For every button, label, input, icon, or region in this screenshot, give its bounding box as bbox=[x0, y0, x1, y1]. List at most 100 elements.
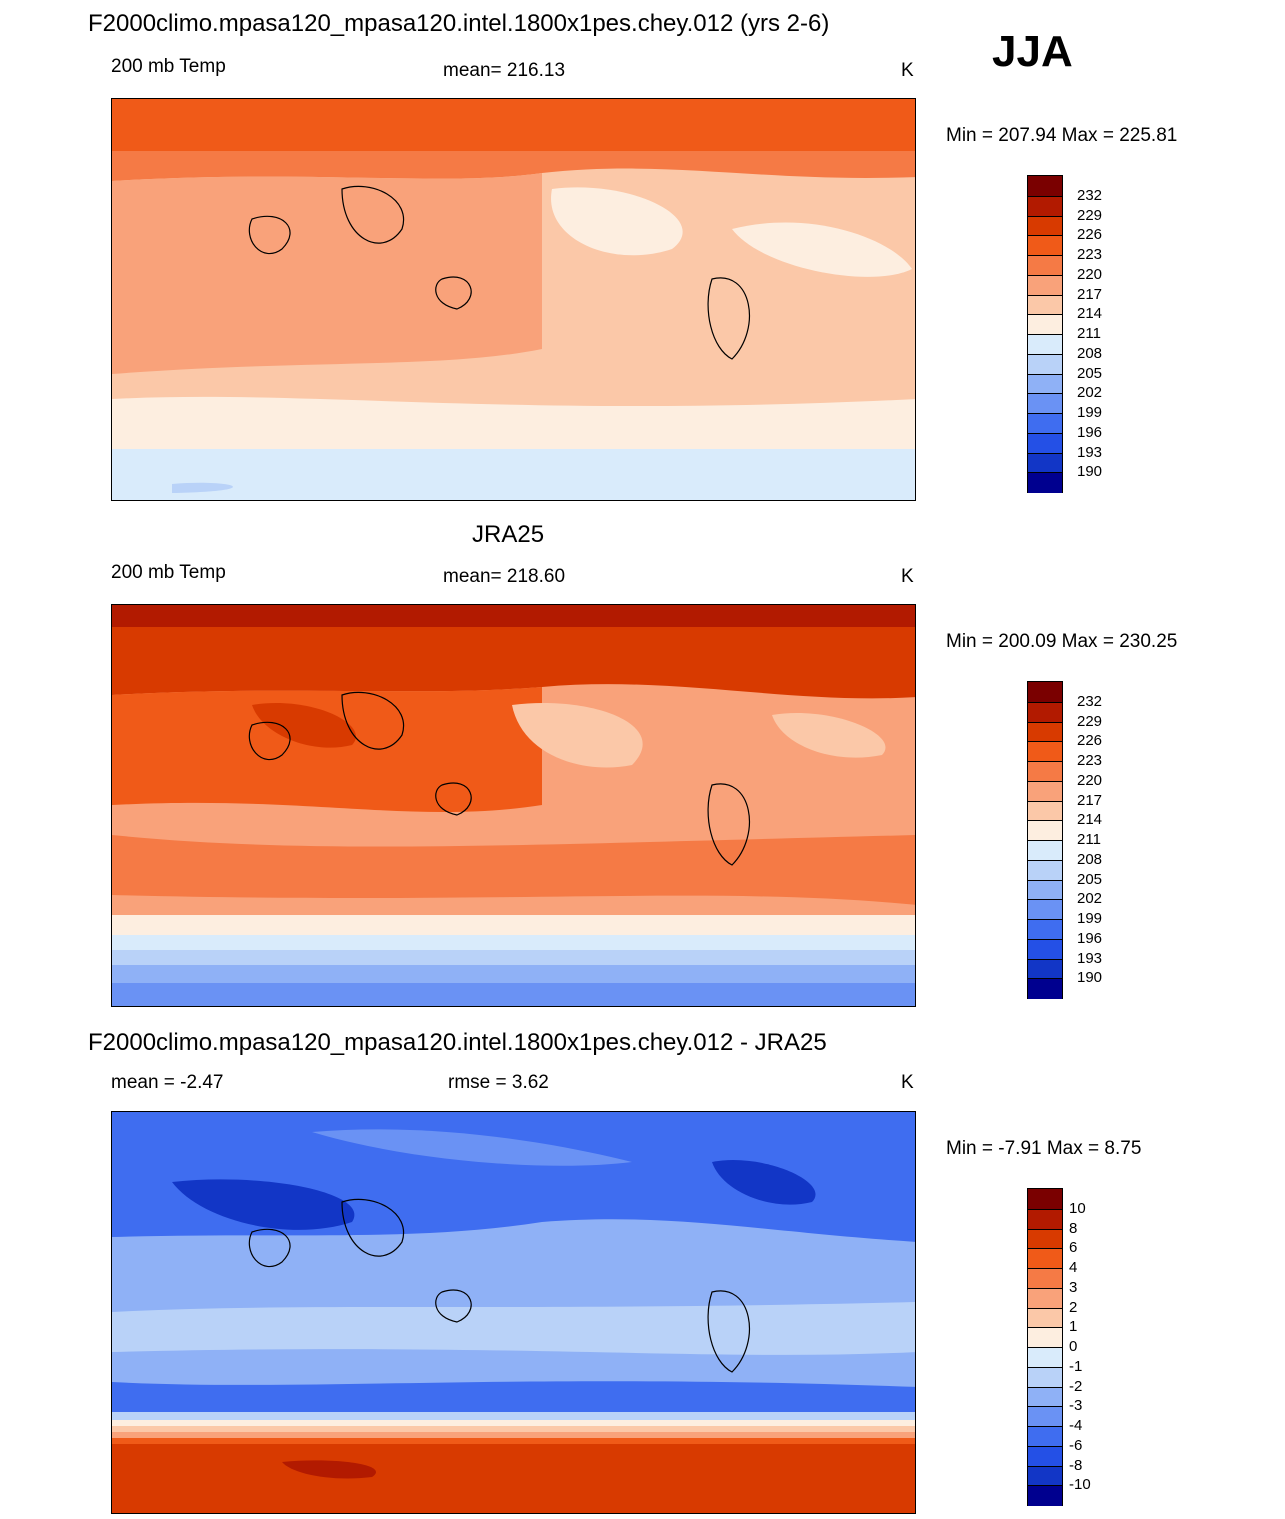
panel2-band-202 bbox=[112, 965, 915, 983]
panel2-band-199 bbox=[112, 983, 915, 1006]
panel2-colorbar-tick-label: 193 bbox=[1077, 949, 1103, 967]
panel1-colorbar-swatch-7 bbox=[1028, 314, 1062, 335]
panel1-colorbar-separator bbox=[1028, 413, 1062, 414]
panel1-colorbar-tick-label: 229 bbox=[1077, 206, 1103, 224]
panel2-colorbar-tick-label: 202 bbox=[1077, 890, 1103, 908]
panel1-colorbar-tick-label: 220 bbox=[1077, 265, 1103, 283]
panel3-colorbar-swatch-6 bbox=[1028, 1307, 1062, 1328]
panel1-colorbar-swatch-2 bbox=[1028, 215, 1062, 236]
panel2-colorbar-swatch-10 bbox=[1028, 879, 1062, 900]
panel3-colorbar-tick-label: -3 bbox=[1069, 1397, 1083, 1415]
panel1-colorbar-separator bbox=[1028, 314, 1062, 316]
panel3-colorbar-separator bbox=[1028, 1465, 1062, 1467]
panel3-coastlines bbox=[248, 1198, 751, 1373]
panel2-colorbar-separator bbox=[1028, 761, 1062, 762]
panel2-title: JRA25 bbox=[472, 521, 545, 548]
panel1-colorbar-separator bbox=[1028, 472, 1062, 474]
panel2-colorbar-swatch-0 bbox=[1028, 682, 1062, 703]
panel3-colorbar-swatch-12 bbox=[1028, 1426, 1062, 1447]
panel2-colorbar-swatch-11 bbox=[1028, 899, 1062, 920]
panel2-colorbar-tick-label: 229 bbox=[1077, 712, 1103, 730]
panel2-colorbar-swatch-14 bbox=[1028, 958, 1062, 979]
panel1-colorbar-swatch-8 bbox=[1028, 334, 1062, 355]
panel3-colorbar-separator bbox=[1028, 1268, 1062, 1269]
panel3-colorbar-separator bbox=[1028, 1445, 1062, 1447]
panel2-colorbar-separator bbox=[1028, 958, 1062, 960]
panel2-colorbar-tick-label: 232 bbox=[1077, 692, 1103, 710]
panel2-pacific-patch bbox=[512, 703, 643, 768]
season-label: JJA bbox=[992, 27, 1073, 76]
panel3-colorbar-separator bbox=[1028, 1228, 1062, 1230]
panel3-map bbox=[111, 1111, 916, 1514]
panel2-colorbar-swatch-1 bbox=[1028, 701, 1062, 722]
panel2-map bbox=[111, 604, 916, 1007]
panel1-colorbar-separator bbox=[1028, 235, 1062, 237]
panel1-colorbar-separator bbox=[1028, 215, 1062, 217]
panel1-colorbar-separator bbox=[1028, 274, 1062, 276]
panel2-colorbar-separator bbox=[1028, 820, 1062, 822]
panel3-colorbar-separator bbox=[1028, 1386, 1062, 1388]
panel2-pole-band bbox=[112, 605, 915, 627]
panel1-mean-label: mean= 216.13 bbox=[443, 60, 566, 81]
panel1-colorbar-separator bbox=[1028, 255, 1062, 256]
panel3-colorbar-tick-label: -2 bbox=[1069, 1377, 1083, 1395]
panel2-colorbar-tick-label: 196 bbox=[1077, 929, 1103, 947]
panel3-colorbar-separator bbox=[1028, 1307, 1062, 1309]
panel1-colorbar-swatch-14 bbox=[1028, 452, 1062, 473]
panel1-contour-field bbox=[112, 99, 915, 500]
panel2-tibet-patch bbox=[252, 703, 356, 748]
panel2-colorbar-tick-label: 226 bbox=[1077, 732, 1103, 750]
panel2-mean-label: mean= 218.60 bbox=[443, 566, 566, 587]
panel3-band-0 bbox=[112, 1420, 915, 1426]
panel1-colorbar-swatch-9 bbox=[1028, 353, 1062, 374]
panel3-colorbar-tick-label: 3 bbox=[1069, 1278, 1078, 1296]
panel2-band-211 bbox=[112, 915, 915, 935]
panel1-units-label: K bbox=[901, 60, 914, 81]
panel2-colorbar-separator bbox=[1028, 879, 1062, 881]
panel3-colorbar-separator bbox=[1028, 1208, 1062, 1210]
panel1-colorbar-tick-label: 196 bbox=[1077, 423, 1103, 441]
panel3-contour-field bbox=[112, 1112, 915, 1513]
panel1-colorbar-tick-label: 211 bbox=[1077, 325, 1101, 342]
panel1-colorbar-separator bbox=[1028, 393, 1062, 395]
panel2-colorbar-swatch-15 bbox=[1028, 978, 1062, 999]
panel2-colorbar-tick-label: 211 bbox=[1077, 831, 1101, 848]
panel1-colorbar-tick-label: 223 bbox=[1077, 246, 1103, 263]
panel3-band-1 bbox=[112, 1426, 915, 1432]
panel3-colorbar-tick-label: 1 bbox=[1069, 1318, 1078, 1336]
panel1-arctic-band bbox=[112, 99, 915, 151]
panel2-colorbar-separator bbox=[1028, 899, 1062, 901]
panel3-colorbar-separator bbox=[1028, 1327, 1062, 1329]
panel2-colorbar-tick-label: 190 bbox=[1077, 969, 1103, 987]
panel1-colorbar-swatch-5 bbox=[1028, 274, 1062, 295]
panel2-colorbar-tick-label: 223 bbox=[1077, 752, 1103, 769]
panel3-mean-label: mean = -2.47 bbox=[111, 1072, 224, 1093]
panel3-arctic-patch bbox=[312, 1129, 632, 1166]
panel3-colorbar-tick-label: 10 bbox=[1069, 1199, 1086, 1217]
panel1-coastlines bbox=[248, 185, 751, 360]
panel3-colorbar-separator bbox=[1028, 1287, 1062, 1289]
panel2-coastlines bbox=[248, 691, 751, 866]
panel3-atlantic-patch bbox=[712, 1160, 816, 1205]
panel1-midlat-band bbox=[112, 151, 915, 181]
panel3-tropical-band bbox=[112, 1302, 915, 1355]
panel1-colorbar-swatch-15 bbox=[1028, 472, 1062, 493]
panel3-colorbar-tick-label: -4 bbox=[1069, 1417, 1083, 1434]
panel2-colorbar-tick-label: 217 bbox=[1077, 791, 1103, 809]
panel3-colorbar-separator bbox=[1028, 1485, 1062, 1487]
panel2-variable-label: 200 mb Temp bbox=[111, 562, 226, 583]
panel1-pacific-patch bbox=[551, 187, 683, 256]
panel3-colorbar-swatch-13 bbox=[1028, 1445, 1062, 1466]
panel3-colorbar-tick-label: -1 bbox=[1069, 1357, 1083, 1375]
panel1-colorbar-separator bbox=[1028, 294, 1062, 296]
panel3-title: F2000climo.mpasa120_mpasa120.intel.1800x… bbox=[88, 1029, 827, 1056]
panel3-antarctic-band bbox=[112, 1444, 915, 1513]
panel3-colorbar-swatch-7 bbox=[1028, 1327, 1062, 1348]
panel1-colorbar-separator bbox=[1028, 432, 1062, 434]
panel1-colorbar-tick-label: 214 bbox=[1077, 305, 1103, 323]
panel1-title: F2000climo.mpasa120_mpasa120.intel.1800x… bbox=[88, 10, 830, 37]
panel2-atlantic-patch bbox=[772, 713, 886, 758]
panel2-colorbar-tick-label: 208 bbox=[1077, 850, 1103, 868]
panel3-colorbar-tick-label: -6 bbox=[1069, 1436, 1083, 1454]
panel1-colorbar-tick-label: 217 bbox=[1077, 285, 1103, 303]
